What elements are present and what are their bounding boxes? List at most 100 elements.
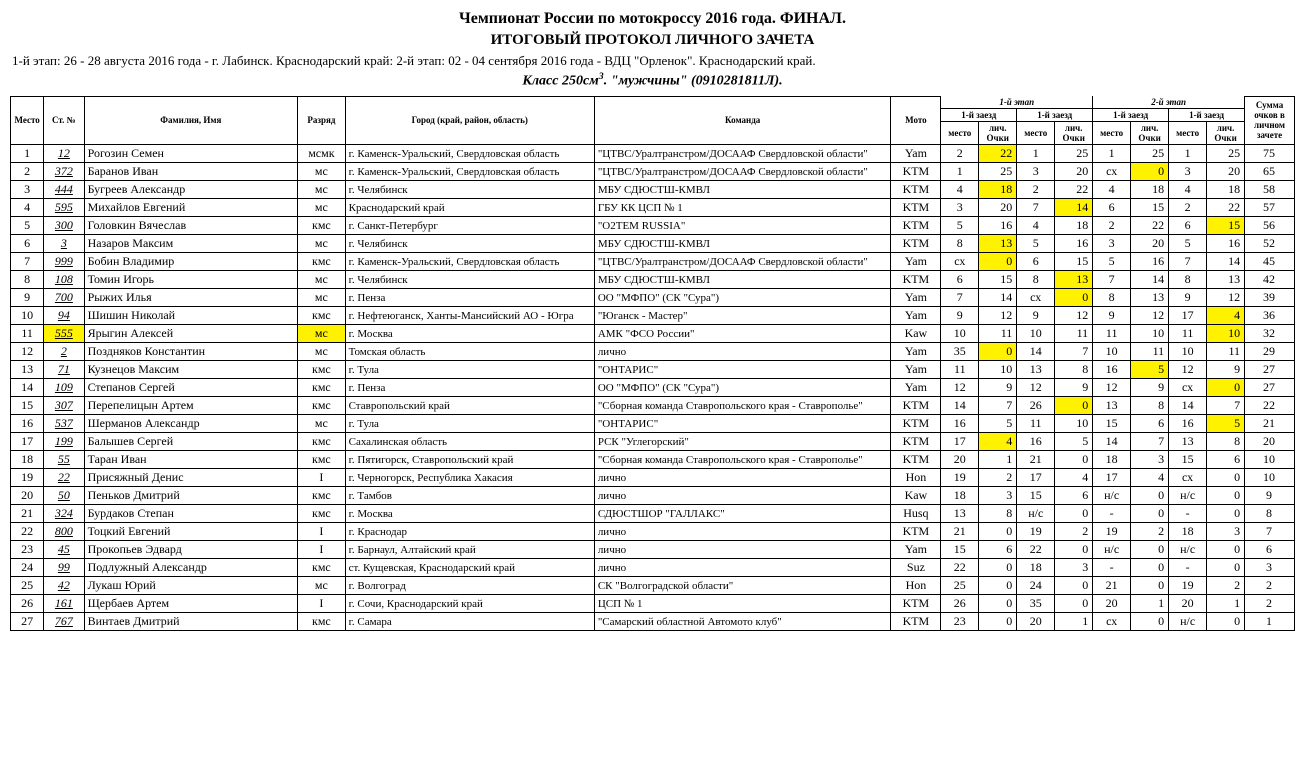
cell-team: лично xyxy=(594,559,891,577)
cell-heat-place: сх xyxy=(1169,469,1207,487)
cell-city: г. Барнаул, Алтайский край xyxy=(345,541,594,559)
cell-heat-points: 8 xyxy=(1055,361,1093,379)
cell-heat-place: 4 xyxy=(1017,217,1055,235)
cell-start-number: 71 xyxy=(44,361,84,379)
cell-heat-place: 16 xyxy=(1093,361,1131,379)
cell-city: г. Пенза xyxy=(345,379,594,397)
table-row: 2499Подлужный Александркмсст. Кущевская,… xyxy=(11,559,1295,577)
cell-rank: кмс xyxy=(298,397,345,415)
cell-name: Рыжих Илья xyxy=(84,289,298,307)
cell-heat-place: 2 xyxy=(1169,199,1207,217)
cell-total: 1 xyxy=(1245,613,1295,631)
cell-name: Винтаев Дмитрий xyxy=(84,613,298,631)
table-row: 9700Рыжих Ильямсг. ПензаОО "МФПО" (СК "С… xyxy=(11,289,1295,307)
cell-heat-points: 1 xyxy=(979,451,1017,469)
cell-team: МБУ СДЮСТШ-КМВЛ xyxy=(594,181,891,199)
cell-rank: мс xyxy=(298,415,345,433)
cell-place: 7 xyxy=(11,253,44,271)
cell-rank: кмс xyxy=(298,217,345,235)
cell-heat-place: 13 xyxy=(1093,397,1131,415)
cell-heat-place: 13 xyxy=(941,505,979,523)
cell-rank: I xyxy=(298,523,345,541)
cell-heat-place: 18 xyxy=(1017,559,1055,577)
cell-team: "ОНТАРИС" xyxy=(594,415,891,433)
cell-heat-points: 0 xyxy=(1055,397,1093,415)
cell-heat-place: 10 xyxy=(1093,343,1131,361)
cell-heat-place: 16 xyxy=(941,415,979,433)
cell-heat-place: 21 xyxy=(1017,451,1055,469)
cell-heat-place: н/с xyxy=(1169,613,1207,631)
cell-heat-points: 11 xyxy=(1207,343,1245,361)
cell-heat-points: 13 xyxy=(1131,289,1169,307)
results-table: Место Ст. № Фамилия, Имя Разряд Город (к… xyxy=(10,96,1295,632)
cell-heat-points: 0 xyxy=(979,253,1017,271)
th-name: Фамилия, Имя xyxy=(84,96,298,145)
cell-heat-place: 6 xyxy=(1093,199,1131,217)
cell-team: "Самарский областной Автомото клуб" xyxy=(594,613,891,631)
cell-heat-place: 2 xyxy=(1017,181,1055,199)
cell-moto: KTM xyxy=(891,199,941,217)
cell-heat-place: сх xyxy=(941,253,979,271)
cell-total: 57 xyxy=(1245,199,1295,217)
cell-team: ГБУ КК ЦСП № 1 xyxy=(594,199,891,217)
table-row: 4595Михайлов ЕвгениймсКраснодарский край… xyxy=(11,199,1295,217)
cell-heat-place: 12 xyxy=(941,379,979,397)
cell-heat-points: 22 xyxy=(979,145,1017,163)
cell-name: Назаров Максим xyxy=(84,235,298,253)
cell-team: АМК "ФСО России" xyxy=(594,325,891,343)
cell-heat-points: 7 xyxy=(1131,433,1169,451)
cell-start-number: 161 xyxy=(44,595,84,613)
cell-heat-place: 14 xyxy=(1093,433,1131,451)
cell-heat-points: 2 xyxy=(1207,577,1245,595)
cell-moto: Yam xyxy=(891,253,941,271)
cell-heat-place: 1 xyxy=(1093,145,1131,163)
cell-heat-points: 0 xyxy=(979,595,1017,613)
cell-start-number: 700 xyxy=(44,289,84,307)
table-row: 2050Пеньков Дмитрийкмсг. ТамбовличноKaw1… xyxy=(11,487,1295,505)
cell-heat-place: 6 xyxy=(941,271,979,289)
cell-rank: мс xyxy=(298,271,345,289)
cell-city: ст. Кущевская, Краснодарский край xyxy=(345,559,594,577)
cell-heat-points: 8 xyxy=(979,505,1017,523)
cell-place: 27 xyxy=(11,613,44,631)
cell-team: лично xyxy=(594,523,891,541)
cell-heat-points: 16 xyxy=(1131,253,1169,271)
cell-name: Бобин Владимир xyxy=(84,253,298,271)
cell-heat-place: н/с xyxy=(1093,541,1131,559)
cell-heat-place: 35 xyxy=(1017,595,1055,613)
table-row: 16537Шерманов Александрмсг. Тула"ОНТАРИС… xyxy=(11,415,1295,433)
cell-moto: KTM xyxy=(891,523,941,541)
cell-rank: кмс xyxy=(298,487,345,505)
cell-total: 45 xyxy=(1245,253,1295,271)
cell-place: 3 xyxy=(11,181,44,199)
cell-heat-points: 22 xyxy=(1207,199,1245,217)
cell-total: 56 xyxy=(1245,217,1295,235)
cell-heat-points: 2 xyxy=(1131,523,1169,541)
cell-place: 11 xyxy=(11,325,44,343)
class-prefix: Класс 250см xyxy=(522,74,598,89)
cell-heat-points: 25 xyxy=(979,163,1017,181)
cell-total: 2 xyxy=(1245,577,1295,595)
th-heat1: 1-й заезд xyxy=(941,109,1017,122)
cell-place: 6 xyxy=(11,235,44,253)
cell-total: 7 xyxy=(1245,523,1295,541)
cell-heat-place: 13 xyxy=(1169,433,1207,451)
cell-heat-place: 25 xyxy=(941,577,979,595)
cell-place: 22 xyxy=(11,523,44,541)
cell-heat-place: 1 xyxy=(1169,145,1207,163)
cell-city: Краснодарский край xyxy=(345,199,594,217)
cell-name: Щербаев Артем xyxy=(84,595,298,613)
cell-heat-points: 4 xyxy=(979,433,1017,451)
cell-heat-points: 0 xyxy=(1207,379,1245,397)
cell-rank: I xyxy=(298,541,345,559)
cell-start-number: 99 xyxy=(44,559,84,577)
cell-heat-points: 14 xyxy=(1207,253,1245,271)
cell-heat-points: 20 xyxy=(1207,163,1245,181)
cell-total: 21 xyxy=(1245,415,1295,433)
cell-moto: KTM xyxy=(891,163,941,181)
cell-heat-points: 18 xyxy=(1131,181,1169,199)
cell-name: Томин Игорь xyxy=(84,271,298,289)
cell-start-number: 537 xyxy=(44,415,84,433)
table-row: 14109Степанов Сергейкмсг. ПензаОО "МФПО"… xyxy=(11,379,1295,397)
cell-heat-place: 14 xyxy=(941,397,979,415)
